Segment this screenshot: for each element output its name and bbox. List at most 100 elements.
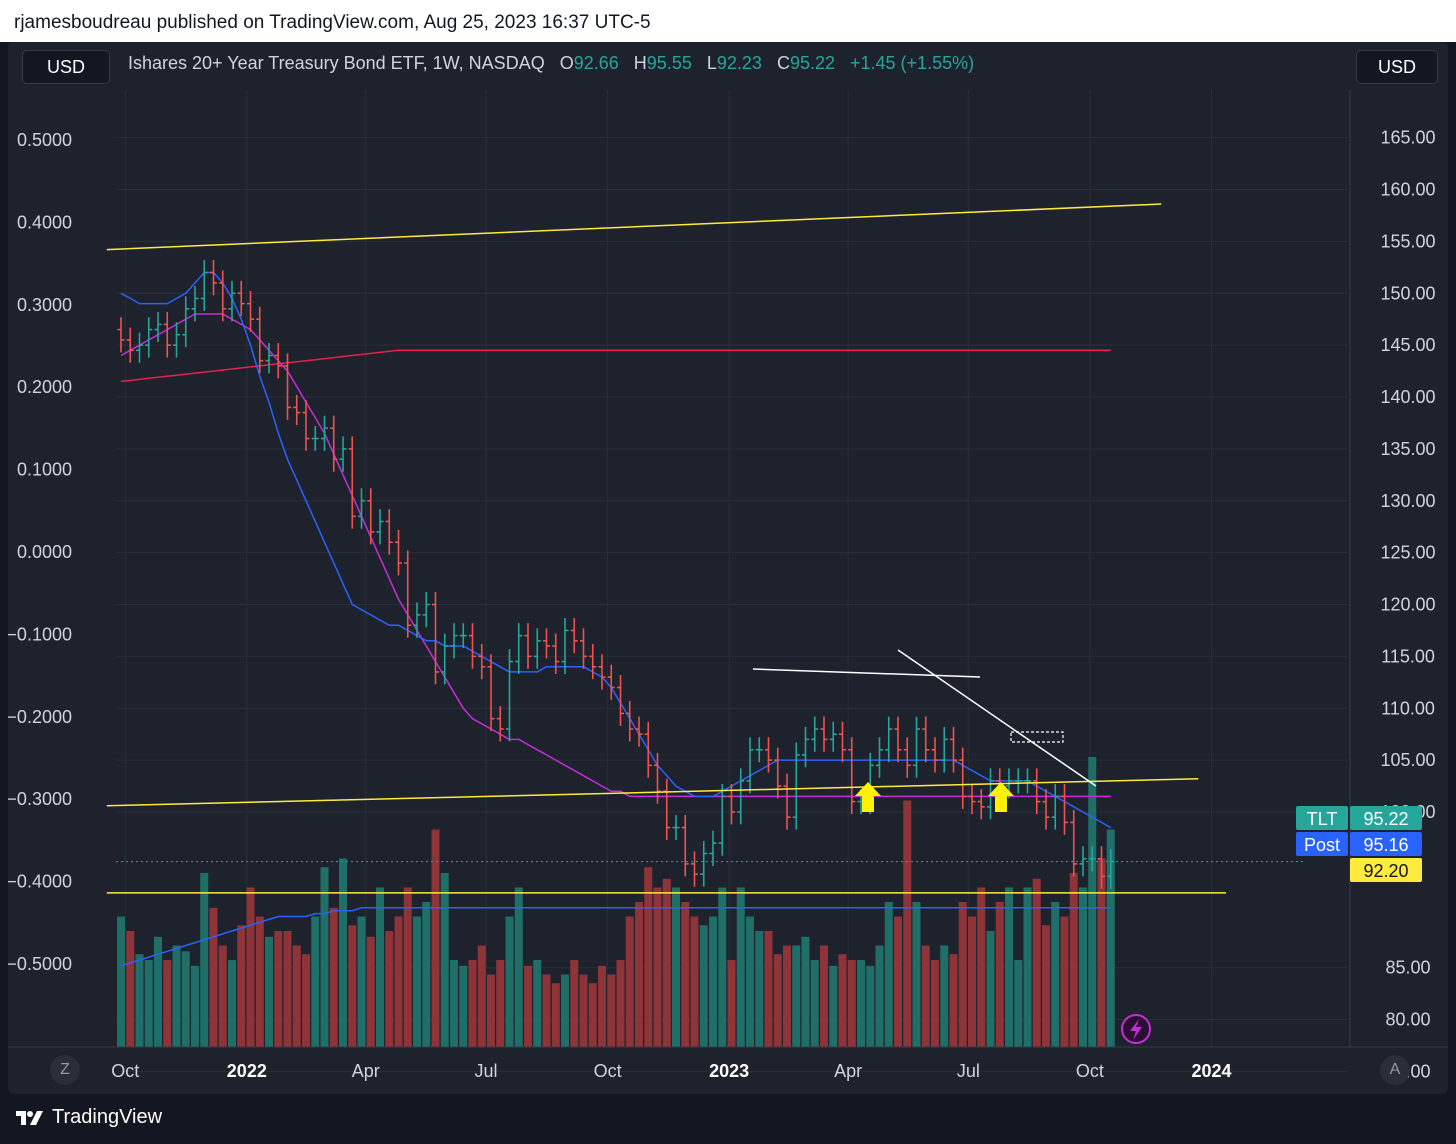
ohlc-bar (330, 415, 338, 472)
descending-trend-drawing (897, 649, 1097, 787)
volume-bar (135, 954, 144, 1047)
currency-button-left[interactable]: USD (22, 50, 110, 84)
ma-slow-line (120, 349, 1111, 383)
chart-panel[interactable]: 165.00 160.00 155.00 150.00 145.00 140.00 135.… (8, 42, 1448, 1094)
ohlc-bar (274, 343, 282, 379)
ohlc-bar (478, 643, 486, 680)
volume-bar (163, 960, 172, 1047)
volume-bar (801, 936, 810, 1047)
ohlc-bar (802, 726, 809, 768)
ohlc-bar (1024, 768, 1031, 794)
ohlc-bar (885, 716, 893, 763)
ohlc-bar (348, 436, 356, 529)
ohlc-bar (672, 815, 680, 841)
ohlc-bar (432, 592, 439, 685)
volume-bar (829, 965, 838, 1047)
right-axis-tick-label: 165.00 (1380, 128, 1435, 148)
right-axis-tick-label: 125.00 (1380, 543, 1435, 563)
volume-bar (431, 829, 440, 1047)
volume-bar (191, 965, 199, 1047)
right-axis-tick-label: 120.00 (1380, 595, 1435, 615)
ohlc-bar (811, 716, 819, 752)
volume-bar (237, 925, 246, 1047)
volume-bar (616, 960, 625, 1047)
right-axis-tick-label: 145.00 (1380, 335, 1435, 355)
ohlc-bar (1014, 768, 1022, 794)
trendline (106, 203, 1162, 251)
ohlc-bar (644, 721, 652, 778)
volume-bar (607, 974, 616, 1047)
time-axis-tick-label: Apr (834, 1061, 862, 1081)
price-chart[interactable]: 165.00 160.00 155.00 150.00 145.00 140.00 135.… (8, 42, 1448, 1094)
ma-fast-line (120, 271, 1112, 829)
low-value: 92.23 (716, 53, 762, 73)
volume-bar (875, 945, 884, 1047)
volume-bar (283, 931, 292, 1047)
ohlc-bar (136, 332, 143, 363)
ohlc-bar (783, 773, 791, 830)
volume-bar (255, 916, 264, 1047)
auto-scale-button[interactable]: A (1380, 1055, 1410, 1085)
log-scale-z-button[interactable]: Z (50, 1055, 80, 1085)
ohlc-bar (339, 436, 347, 472)
volume-bar (200, 873, 209, 1047)
yellow-arrow-icon (988, 782, 1014, 812)
right-axis-tick-label: 150.00 (1380, 283, 1435, 303)
left-axis-tick-label: 0.5000 (17, 130, 72, 150)
ohlc-bar (598, 654, 606, 690)
volume-bar (468, 960, 477, 1047)
right-axis-tick-label: 85.00 (1385, 958, 1430, 978)
volume-bar (820, 945, 828, 1047)
tradingview-logo[interactable]: TradingView (16, 1106, 162, 1129)
ohlc-bar (237, 280, 245, 317)
high-label: H (633, 53, 647, 73)
volume-bar (265, 936, 273, 1047)
volume-bar (357, 916, 366, 1047)
volume-bar (570, 960, 579, 1047)
time-axis-tick-label: Jul (957, 1061, 980, 1081)
ohlc-bar (839, 721, 846, 763)
volume-bar (977, 887, 986, 1047)
ohlc-bar (385, 509, 393, 555)
volume-bar (921, 945, 930, 1047)
ohlc-bar (358, 488, 365, 529)
ohlc-bar (154, 311, 162, 343)
ohlc-bar (755, 737, 763, 763)
ohlc-bar (367, 488, 375, 545)
ohlc-bar (404, 550, 412, 638)
volume-bar (773, 954, 782, 1047)
currency-button-right[interactable]: USD (1356, 50, 1438, 84)
ohlc-bar (570, 617, 578, 654)
time-axis-tick-label: 2024 (1191, 1061, 1231, 1081)
volume-bar (838, 954, 847, 1047)
volume-bar (847, 960, 856, 1047)
ohlc-bar (506, 649, 513, 742)
volume-bar (126, 931, 135, 1047)
volume-bar (302, 954, 310, 1047)
left-axis-tick-label: −0.3000 (8, 789, 72, 809)
volume-bar (459, 965, 468, 1047)
ohlc-bar (210, 260, 217, 296)
ohlc-bar (968, 783, 976, 815)
time-axis-tick-label: 2023 (709, 1061, 749, 1081)
ohlc-bar (450, 623, 458, 659)
ohlc-bar (1088, 846, 1096, 872)
right-axis-tick-label: 105.00 (1380, 750, 1435, 770)
volume-bar (699, 925, 708, 1047)
ohlc-bar (293, 394, 301, 426)
ohlc-bar (284, 353, 291, 420)
volume-bar (912, 902, 921, 1047)
ohlc-bar (737, 768, 745, 825)
ohlc-bar (894, 716, 902, 763)
volume-bar (450, 960, 458, 1047)
ohlc-bar (219, 270, 227, 322)
ohlc-bar (543, 628, 550, 659)
ohlc-bar (302, 400, 310, 451)
volume-bar (1097, 858, 1106, 1047)
volume-bar (209, 907, 218, 1047)
price-label-value: 95.22 (1363, 809, 1408, 829)
ohlc-bar (700, 841, 708, 887)
volume-bar (588, 983, 597, 1047)
ohlc-bar (524, 623, 532, 669)
right-axis-tick-label: 80.00 (1385, 1010, 1430, 1030)
